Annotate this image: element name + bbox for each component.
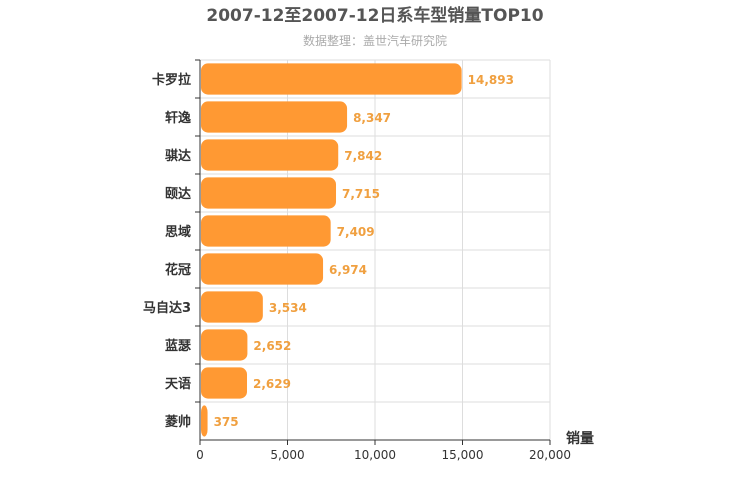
grid-lines [200,59,551,441]
data-label: 14,893 [468,73,514,87]
bar [201,101,348,133]
category-label: 思域 [165,224,191,240]
bar [201,291,263,323]
category-label: 天语 [165,377,191,392]
bars: 14,893 8,347 7,842 7,715 7,409 6,974 3,534 2,65… [201,63,514,437]
data-label: 2,629 [253,377,291,391]
data-label: 7,842 [344,149,382,163]
bar [201,329,248,361]
category-label: 蓝瑟 [165,338,191,354]
bar [201,177,337,209]
category-label: 菱帅 [165,414,191,430]
data-label: 3,534 [269,301,307,315]
bar [201,405,208,437]
x-tick-label: 10,000 [354,448,396,462]
category-label: 骐达 [165,148,191,164]
category-label: 卡罗拉 [152,72,191,88]
x-axis-title: 销量 [566,430,594,447]
data-label: 2,652 [253,339,291,353]
bar [201,253,324,285]
bar [201,63,462,95]
bar [201,139,339,171]
category-label: 马自达3 [143,300,191,316]
x-tick-label: 5,000 [270,448,304,462]
category-label: 花冠 [165,262,191,278]
bar [201,215,331,247]
x-tick-label: 20,000 [529,448,571,462]
category-label: 颐达 [165,186,191,202]
data-label: 375 [214,415,239,429]
data-label: 7,715 [342,187,380,201]
x-tick-label: 15,000 [442,448,484,462]
bar [201,367,248,399]
chart-subtitle: 数据整理：盖世汽车研究院 [303,33,447,48]
chart-title: 2007-12至2007-12日系车型销量TOP10 [206,5,543,26]
category-label: 轩逸 [165,110,191,126]
data-label: 6,974 [329,263,367,277]
x-tick-label: 0 [196,448,204,462]
data-label: 7,409 [337,225,375,239]
data-label: 8,347 [353,111,391,125]
